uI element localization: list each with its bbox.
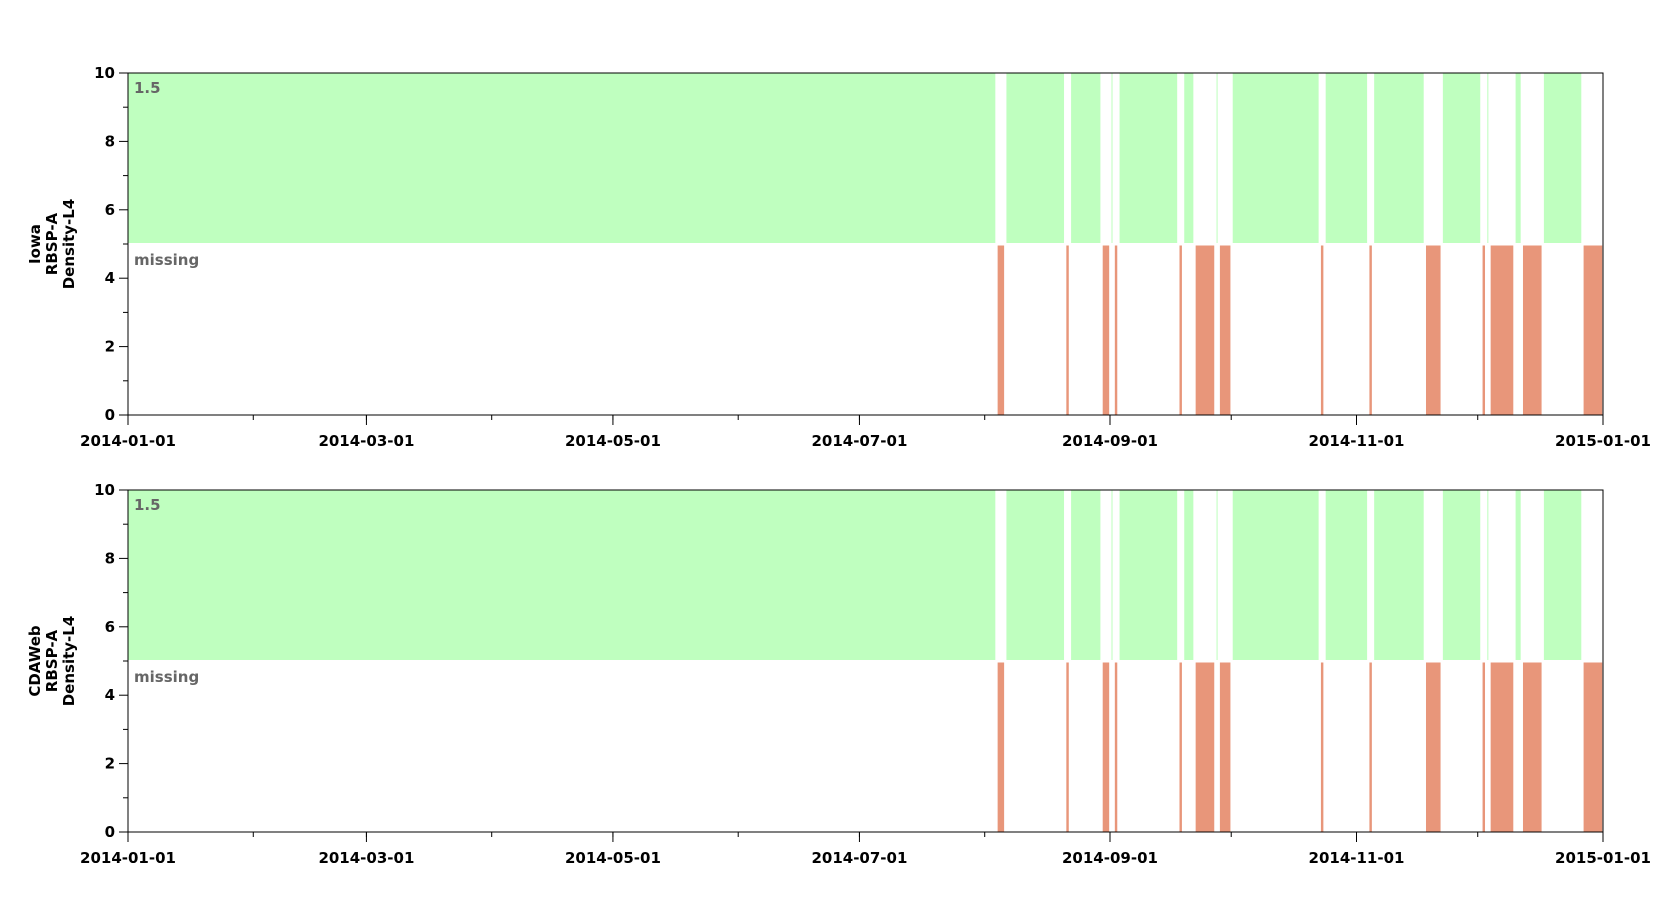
y-tick-label: 8 (105, 132, 115, 150)
x-tick-label: 2014-11-01 (1309, 849, 1405, 867)
missing-bar (1425, 245, 1441, 415)
missing-bar (1522, 662, 1542, 832)
missing-bar (1490, 662, 1514, 832)
missing-bar (1425, 662, 1441, 832)
missing-bar (1320, 662, 1324, 832)
missing-bar (1522, 245, 1542, 415)
missing-bar (1583, 245, 1603, 415)
y-tick-label: 4 (105, 686, 115, 704)
y-axis-label: CDAWeb (26, 625, 44, 697)
missing-bar (1583, 662, 1603, 832)
present-bar (1119, 490, 1178, 660)
present-bar (128, 490, 996, 660)
missing-annotation: missing (134, 251, 199, 269)
y-tick-label: 0 (105, 406, 115, 424)
missing-bar (1114, 662, 1118, 832)
x-tick-label: 2014-03-01 (318, 432, 414, 450)
missing-bar (1369, 662, 1372, 832)
y-axis-label: RBSP-A (43, 212, 61, 275)
y-tick-label: 4 (105, 269, 115, 287)
y-tick-label: 0 (105, 823, 115, 841)
present-bar (1071, 490, 1101, 660)
present-annotation: 1.5 (134, 79, 161, 97)
x-tick-label: 2015-01-01 (1555, 849, 1651, 867)
present-bar (1184, 73, 1194, 243)
present-bar (1216, 490, 1218, 660)
y-tick-label: 6 (105, 201, 115, 219)
y-tick-label: 10 (94, 481, 115, 499)
present-bar (128, 73, 996, 243)
present-bar (1006, 490, 1065, 660)
present-bar (1515, 490, 1521, 660)
present-bar (1374, 73, 1424, 243)
x-tick-label: 2014-07-01 (811, 432, 907, 450)
present-bar (1232, 73, 1319, 243)
present-bar (1543, 490, 1582, 660)
present-bar (1111, 73, 1113, 243)
y-tick-label: 6 (105, 618, 115, 636)
missing-bar (1219, 662, 1231, 832)
x-tick-label: 2014-05-01 (565, 849, 661, 867)
x-tick-label: 2014-09-01 (1062, 432, 1158, 450)
x-tick-label: 2014-11-01 (1309, 432, 1405, 450)
missing-annotation: missing (134, 668, 199, 686)
present-bar (1543, 73, 1582, 243)
y-tick-label: 2 (105, 755, 115, 773)
present-bar (1216, 73, 1218, 243)
missing-bar (1195, 245, 1215, 415)
y-axis-label: RBSP-A (43, 629, 61, 692)
y-tick-label: 2 (105, 338, 115, 356)
y-tick-label: 8 (105, 549, 115, 567)
missing-bar (1114, 245, 1118, 415)
missing-bar (1490, 245, 1514, 415)
present-bar (1325, 73, 1368, 243)
missing-bar (1219, 245, 1231, 415)
present-bar (1119, 73, 1178, 243)
present-bar (1374, 490, 1424, 660)
x-tick-label: 2014-07-01 (811, 849, 907, 867)
missing-bar (1369, 245, 1372, 415)
missing-bar (997, 245, 1005, 415)
missing-bar (1179, 662, 1182, 832)
x-tick-label: 2014-05-01 (565, 432, 661, 450)
missing-bar (997, 662, 1005, 832)
x-tick-label: 2014-01-01 (80, 432, 176, 450)
panel-iowa: 0 2 4 6 8 10 2014-01-01 2014-03-01 2014-05-01 201… (26, 64, 1651, 450)
present-bar (1442, 73, 1481, 243)
missing-bar (1320, 245, 1324, 415)
present-bar (1071, 73, 1101, 243)
present-bar (1006, 73, 1065, 243)
present-bar (1111, 490, 1113, 660)
y-axis-label: Iowa (26, 224, 44, 264)
missing-bar (1482, 245, 1486, 415)
missing-bar (1066, 245, 1069, 415)
missing-bar (1066, 662, 1069, 832)
missing-bar (1195, 662, 1215, 832)
y-axis-label: Density-L4 (60, 616, 78, 707)
x-tick-label: 2014-09-01 (1062, 849, 1158, 867)
y-axis-label: Density-L4 (60, 199, 78, 290)
present-bar (1487, 490, 1489, 660)
x-tick-label: 2014-03-01 (318, 849, 414, 867)
present-bar (1325, 490, 1368, 660)
present-bar (1232, 490, 1319, 660)
missing-bar (1482, 662, 1486, 832)
y-tick-label: 10 (94, 64, 115, 82)
missing-bar (1102, 245, 1110, 415)
panel-cdaweb: 0 2 4 6 8 10 2014-01-01 2014-03-01 2014-05-01 201… (26, 481, 1651, 867)
x-tick-label: 2015-01-01 (1555, 432, 1651, 450)
present-annotation: 1.5 (134, 496, 161, 514)
present-bar (1442, 490, 1481, 660)
x-tick-label: 2014-01-01 (80, 849, 176, 867)
present-bar (1184, 490, 1194, 660)
present-bar (1487, 73, 1489, 243)
missing-bar (1102, 662, 1110, 832)
missing-bar (1179, 245, 1182, 415)
present-bar (1515, 73, 1521, 243)
